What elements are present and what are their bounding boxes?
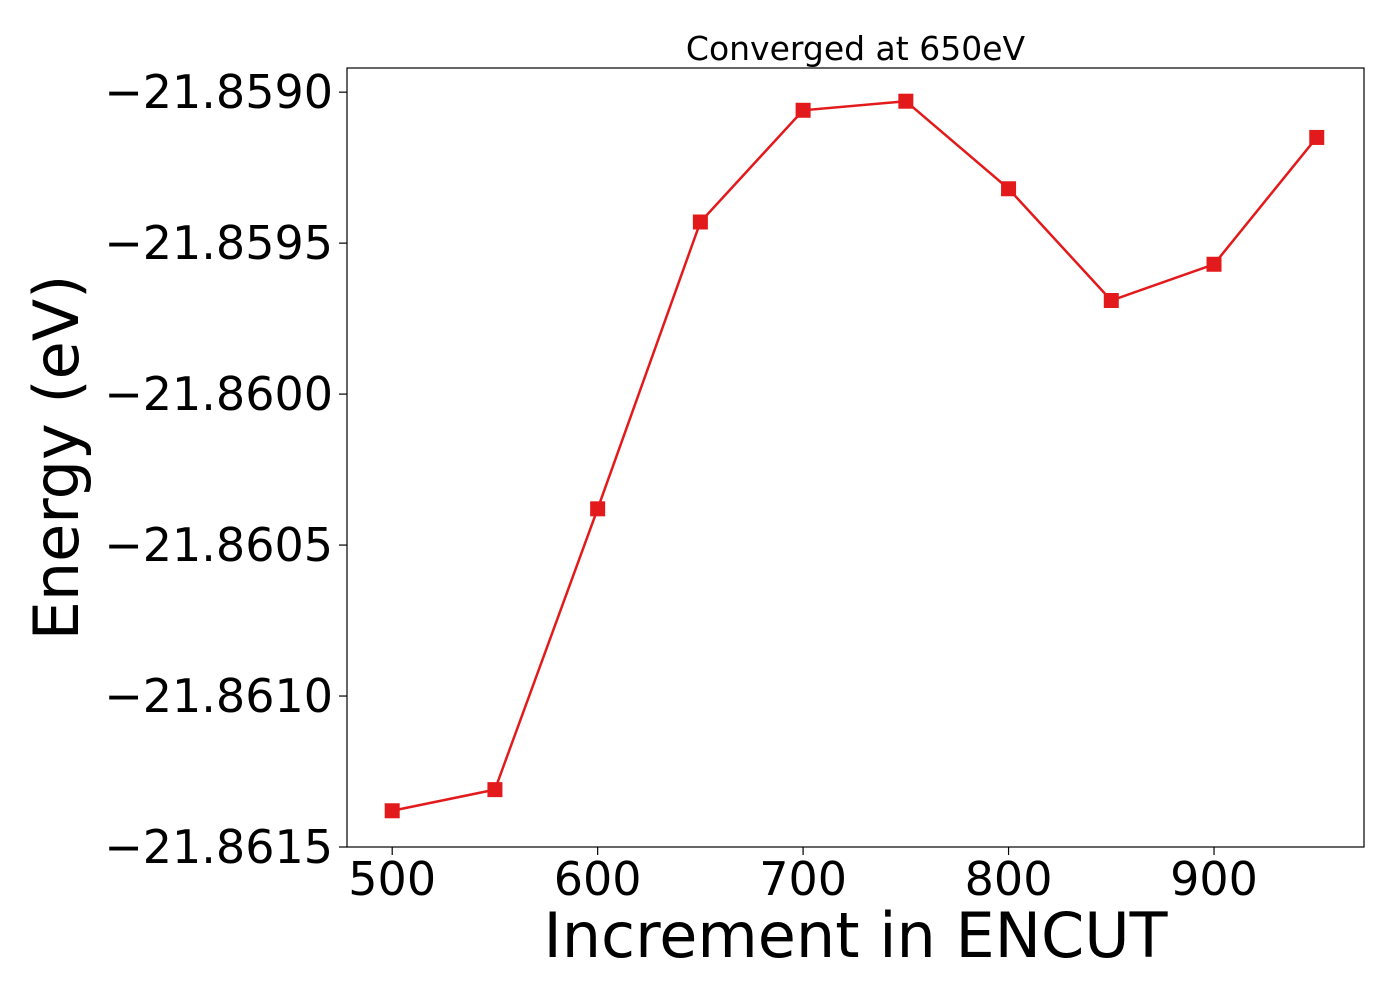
data-point [692, 214, 708, 230]
y-tick-label: −21.8610 [104, 669, 333, 723]
y-tick-label: −21.8615 [104, 820, 333, 874]
data-point [1206, 256, 1222, 272]
y-axis: −21.8590 −21.8595 −21.8600 −21.8605 −21.8610… [104, 65, 347, 874]
data-point [1103, 292, 1119, 308]
x-tick-label: 900 [1170, 852, 1258, 906]
x-tick-label: 500 [348, 852, 436, 906]
data-point [487, 782, 503, 798]
plot-frame [346, 67, 1365, 848]
data-point [384, 803, 400, 819]
x-tick-label: 700 [759, 852, 847, 906]
data-point [1309, 129, 1325, 145]
x-tick-label: 600 [554, 852, 642, 906]
y-tick-label: −21.8605 [104, 518, 333, 572]
series-layer [384, 93, 1325, 819]
data-point [1001, 181, 1017, 197]
chart-title: Converged at 650eV [686, 29, 1026, 68]
x-axis: 500 600 700 800 900 [348, 847, 1258, 906]
data-point [795, 102, 811, 118]
y-tick-label: −21.8590 [104, 65, 333, 119]
data-point [590, 501, 606, 517]
y-tick-label: −21.8600 [104, 367, 333, 421]
data-point [898, 93, 914, 109]
y-tick-label: −21.8595 [104, 216, 333, 270]
x-tick-label: 800 [965, 852, 1053, 906]
x-axis-title: Increment in ENCUT [543, 899, 1168, 972]
y-axis-title: Energy (eV) [20, 275, 93, 641]
series-line [391, 99, 1318, 812]
